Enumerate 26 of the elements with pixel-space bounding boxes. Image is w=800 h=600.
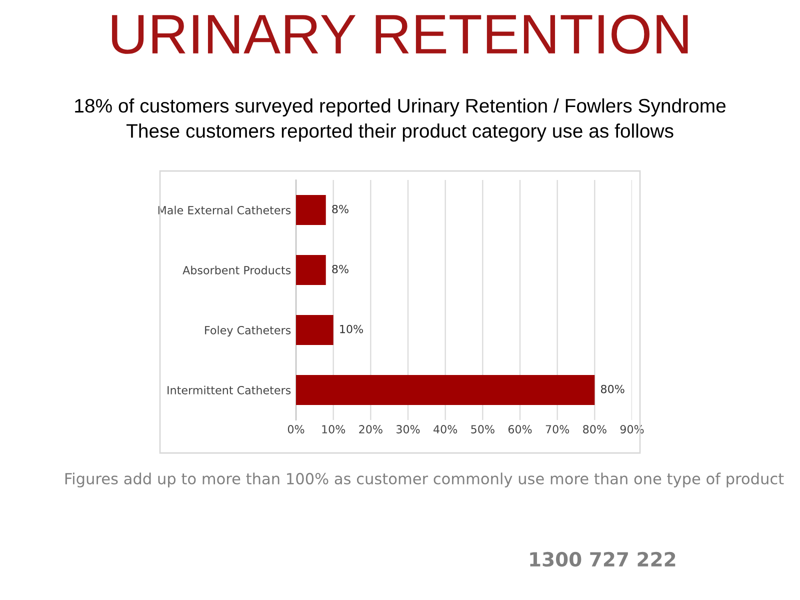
x-tick-label: 20% xyxy=(359,425,382,434)
x-tick-label: 10% xyxy=(322,425,346,434)
x-tick-label: 0% xyxy=(288,425,304,434)
x-tick-label: 70% xyxy=(546,425,570,434)
data-label: 8% xyxy=(332,204,348,214)
bar xyxy=(296,255,326,285)
bar xyxy=(296,195,326,225)
x-tick-label: 60% xyxy=(508,425,532,434)
data-label: 10% xyxy=(340,324,363,334)
y-tick-label: Male External Catheters xyxy=(158,206,291,214)
text: Figures add up to more than 100% as customer commonly use more than one type of product xyxy=(65,472,784,488)
text: 1300 727 222 xyxy=(530,552,676,567)
x-tick-label: 40% xyxy=(434,425,458,434)
x-tick-label: 80% xyxy=(583,425,606,434)
chart-subtitle: 18% of customers surveyed reported Urinary Retention / Fowlers Syndrome These customers reported their product category use as follows xyxy=(75,98,726,142)
y-tick-label: Foley Catheters xyxy=(205,326,291,337)
y-tick-label: Intermittent Catheters xyxy=(168,386,291,394)
x-tick-label: 90% xyxy=(620,425,644,434)
bar xyxy=(296,315,334,345)
y-tick-label: Absorbent Products xyxy=(182,266,291,274)
data-label: 80% xyxy=(600,384,624,394)
chart-title: URINARY RETENTION xyxy=(112,14,688,54)
x-tick-label: 30% xyxy=(396,425,420,434)
x-tick-label: 50% xyxy=(471,425,494,434)
bar xyxy=(296,375,595,405)
data-label: 8% xyxy=(332,264,348,274)
